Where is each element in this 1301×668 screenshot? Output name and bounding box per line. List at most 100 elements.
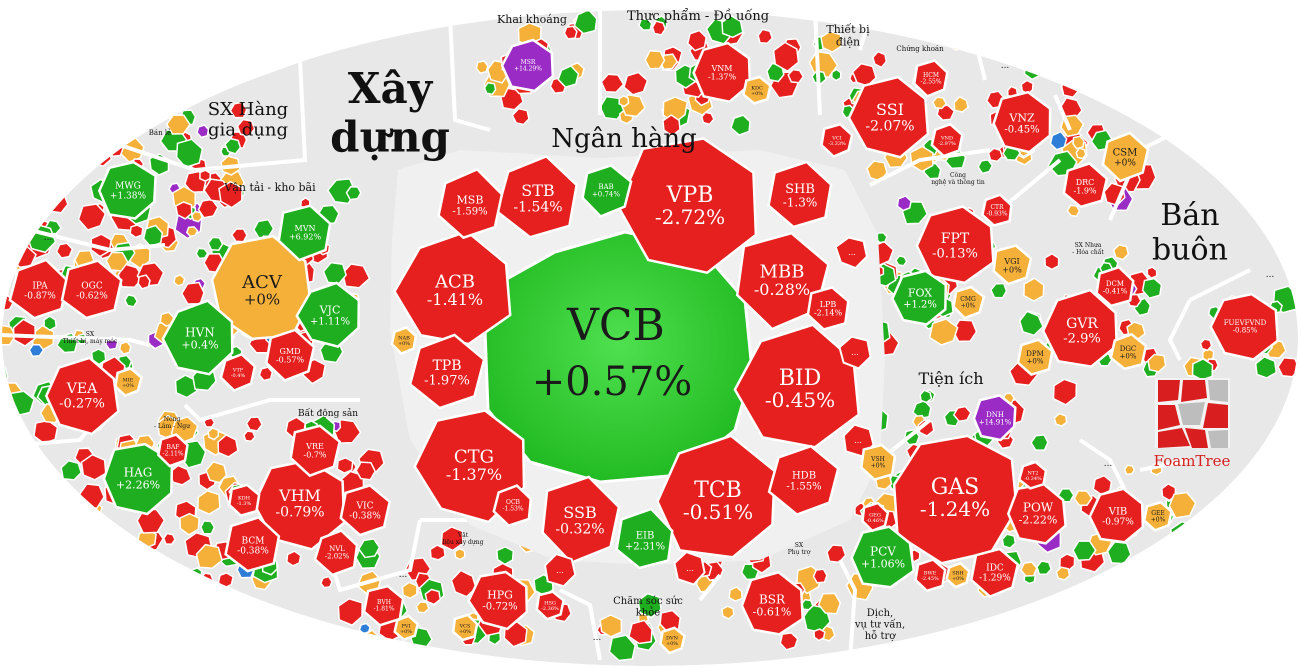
small-cell[interactable] — [51, 136, 71, 155]
small-cell[interactable] — [190, 210, 204, 223]
small-cell[interactable] — [766, 62, 785, 83]
small-cell[interactable] — [475, 60, 489, 75]
small-cell[interactable] — [243, 430, 256, 442]
small-cell[interactable] — [0, 225, 10, 249]
small-cell[interactable] — [1018, 310, 1044, 337]
cell-KDH[interactable]: KDH-1.3% — [227, 483, 261, 517]
cell-HDB[interactable]: HDB-1.55% — [767, 444, 840, 517]
small-cell[interactable] — [987, 147, 1004, 163]
small-cell[interactable] — [830, 68, 842, 82]
small-cell[interactable] — [557, 64, 580, 88]
cell-EIB[interactable]: EIB+2.31% — [615, 507, 674, 570]
cell-STB[interactable]: STB-1.54% — [495, 154, 578, 239]
cell-VCS[interactable]: VCS+0% — [451, 613, 479, 642]
small-cell[interactable] — [179, 512, 200, 536]
small-cell[interactable] — [55, 242, 74, 259]
cell-LPB[interactable]: LPB-2.14% — [806, 286, 850, 331]
small-cell[interactable] — [662, 114, 681, 137]
cell-VCI[interactable]: VCI-3.33% — [820, 122, 854, 158]
small-cell[interactable] — [787, 68, 805, 84]
small-cell[interactable] — [1036, 560, 1053, 575]
small-cell[interactable] — [190, 567, 203, 579]
small-cell[interactable] — [200, 520, 216, 535]
cell-MSR[interactable]: MSR+14.29% — [500, 38, 555, 93]
small-cell[interactable] — [600, 73, 625, 93]
small-cell[interactable] — [424, 588, 442, 606]
small-cell[interactable] — [1072, 540, 1097, 562]
small-cell[interactable] — [28, 180, 49, 199]
cell-DCM[interactable]: DCM-0.41% — [1095, 265, 1135, 308]
cell-unlabeled[interactable]: ... — [834, 236, 868, 270]
small-cell[interactable] — [129, 224, 144, 239]
cell-MIE[interactable]: MIE+0% — [113, 367, 143, 398]
cell-FUEVFVND[interactable]: FUEVFVND-0.85% — [1209, 292, 1279, 361]
small-cell[interactable] — [124, 294, 139, 308]
small-cell[interactable] — [1254, 355, 1278, 379]
small-cell[interactable] — [483, 81, 497, 96]
small-cell[interactable] — [0, 441, 16, 465]
small-cell[interactable] — [94, 119, 112, 136]
small-cell[interactable] — [1112, 243, 1130, 261]
small-cell[interactable] — [199, 169, 212, 182]
small-cell[interactable] — [77, 203, 107, 231]
small-cell[interactable] — [651, 20, 667, 36]
small-cell[interactable] — [511, 107, 530, 126]
cell-DRC[interactable]: DRC-1.9% — [1062, 162, 1109, 209]
small-cell[interactable] — [1066, 204, 1081, 218]
cell-TCB[interactable]: TCB-0.51% — [656, 434, 776, 559]
cell-SSB[interactable]: SSB-0.32% — [541, 475, 621, 565]
small-cell[interactable] — [1075, 147, 1087, 160]
cell-PCV[interactable]: PCV+1.06% — [850, 525, 916, 589]
small-cell[interactable] — [137, 274, 151, 290]
small-cell[interactable] — [61, 156, 80, 173]
cell-MBB[interactable]: MBB-0.28% — [735, 231, 830, 331]
cell-BSR[interactable]: BSR-0.61% — [740, 570, 804, 636]
cell-POW[interactable]: POW-2.22% — [1006, 482, 1067, 545]
small-cell[interactable] — [637, 592, 662, 619]
cell-OCB[interactable]: OCB-1.53% — [492, 484, 533, 528]
small-cell[interactable] — [195, 247, 209, 260]
cell-CSM[interactable]: CSM+0% — [1101, 131, 1150, 183]
small-cell[interactable] — [1073, 490, 1093, 506]
cell-BCM[interactable]: BCM-0.38% — [224, 515, 281, 573]
small-cell[interactable] — [644, 49, 666, 70]
small-cell[interactable] — [1277, 357, 1299, 378]
small-cell[interactable] — [30, 188, 48, 205]
small-cell[interactable] — [180, 281, 205, 305]
cell-VSH[interactable]: VSH+0% — [859, 443, 897, 481]
cell-ACB[interactable]: ACB-1.41% — [393, 229, 512, 346]
cell-unlabeled[interactable]: ... — [838, 335, 872, 370]
small-cell[interactable] — [60, 459, 83, 481]
cell-SBH[interactable]: SBH+0% — [945, 561, 971, 589]
cell-CTR[interactable]: CTR-0.93% — [981, 193, 1013, 227]
small-cell[interactable] — [73, 140, 92, 158]
cell-HCM[interactable]: HCM-2.55% — [912, 59, 949, 98]
small-cell[interactable] — [0, 398, 7, 413]
small-cell[interactable] — [440, 526, 464, 552]
cell-OGC[interactable]: OGC-0.62% — [60, 259, 123, 320]
small-cell[interactable] — [623, 71, 649, 96]
cell-BID[interactable]: BID-0.45% — [733, 323, 861, 449]
small-cell[interactable] — [322, 261, 347, 285]
small-cell[interactable] — [415, 601, 430, 614]
cell-VCB[interactable]: VCB +0.57% — [483, 230, 754, 484]
cell-ACV[interactable]: ACV+0% — [210, 234, 312, 341]
small-cell[interactable] — [1168, 491, 1197, 519]
cell-HAG[interactable]: HAG+2.26% — [102, 442, 174, 516]
small-cell[interactable] — [1147, 353, 1167, 373]
cell-CMG[interactable]: CMG+0% — [952, 285, 986, 320]
small-cell[interactable] — [10, 435, 38, 461]
small-cell[interactable] — [173, 273, 186, 287]
small-cell[interactable] — [866, 160, 888, 182]
small-cell[interactable] — [236, 118, 256, 137]
small-cell[interactable] — [1052, 378, 1078, 406]
cell-VPB[interactable]: VPB-2.72% — [616, 137, 758, 275]
small-cell[interactable] — [638, 18, 653, 31]
small-cell[interactable] — [174, 374, 198, 399]
small-cell[interactable] — [105, 251, 129, 272]
small-cell[interactable] — [628, 619, 653, 645]
small-cell[interactable] — [429, 544, 446, 561]
small-cell[interactable] — [286, 550, 302, 567]
small-cell[interactable] — [817, 592, 842, 615]
small-cell[interactable] — [977, 159, 994, 175]
